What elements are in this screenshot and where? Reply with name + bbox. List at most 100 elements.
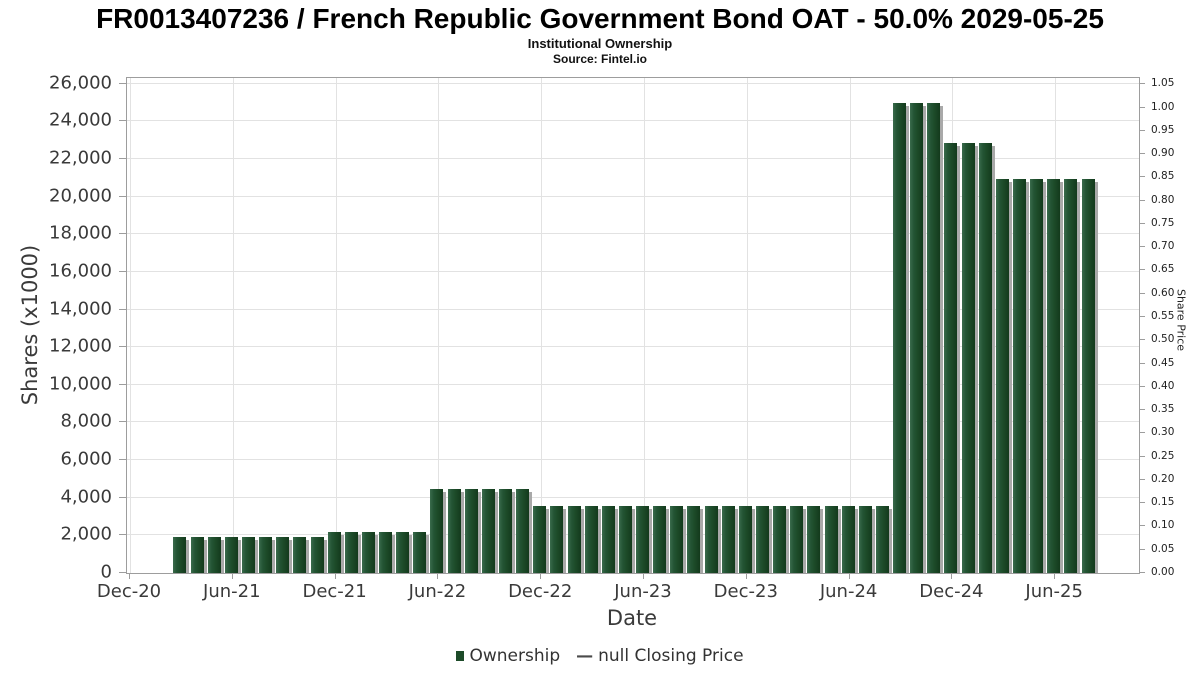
ownership-bar[interactable]: [704, 506, 718, 573]
legend-item-ownership[interactable]: Ownership: [456, 646, 560, 666]
ownership-bar[interactable]: [1064, 178, 1078, 573]
h-gridline: [127, 308, 1139, 310]
left-axis-tick: [119, 270, 126, 272]
ownership-bar[interactable]: [807, 506, 821, 573]
ownership-bar[interactable]: [310, 537, 324, 573]
ownership-bar[interactable]: [190, 537, 204, 573]
x-axis-tick-label: Jun-22: [408, 581, 467, 602]
x-axis-tick: [437, 573, 439, 579]
ownership-bar[interactable]: [533, 506, 547, 573]
ownership-bar[interactable]: [396, 531, 410, 573]
ownership-bar[interactable]: [1012, 178, 1026, 573]
ownership-bar[interactable]: [978, 142, 992, 573]
ownership-bar[interactable]: [944, 142, 958, 573]
ownership-bar[interactable]: [361, 531, 375, 573]
left-axis-tick-label: 22,000: [49, 147, 112, 169]
left-axis-tick-label: 8,000: [60, 410, 112, 432]
ownership-bar[interactable]: [858, 506, 872, 573]
h-gridline: [127, 270, 1139, 272]
x-axis-tick: [848, 573, 850, 579]
ownership-bar[interactable]: [755, 506, 769, 573]
left-axis-tick: [119, 496, 126, 498]
right-axis-tick-label: 0.25: [1151, 449, 1175, 462]
x-axis-tick-label: Jun-23: [614, 581, 672, 602]
right-axis-tick-label: 0.45: [1151, 356, 1175, 369]
ownership-bar[interactable]: [824, 506, 838, 573]
legend-item-closing-price[interactable]: — null Closing Price: [566, 646, 743, 666]
chart-subtitle: Institutional Ownership: [527, 36, 673, 51]
ownership-bar[interactable]: [173, 537, 187, 573]
ownership-bar[interactable]: [207, 537, 221, 573]
h-gridline: [127, 346, 1139, 348]
ownership-bar[interactable]: [773, 506, 787, 573]
ownership-bar[interactable]: [601, 506, 615, 573]
right-axis-tick: [1139, 83, 1145, 85]
ownership-bar[interactable]: [516, 489, 530, 573]
ownership-bar[interactable]: [344, 531, 358, 573]
ownership-bar[interactable]: [653, 506, 667, 573]
x-axis-tick-label: Dec-20: [96, 581, 162, 602]
x-axis-tick: [951, 573, 953, 579]
ownership-bar[interactable]: [1047, 178, 1061, 573]
ownership-bar[interactable]: [670, 506, 684, 573]
ownership-bar[interactable]: [961, 142, 975, 573]
ownership-bar[interactable]: [687, 506, 701, 573]
ownership-bar[interactable]: [721, 506, 735, 573]
left-axis-tick-label: 0: [100, 561, 112, 583]
x-axis-tick: [540, 573, 542, 579]
ownership-bar[interactable]: [995, 178, 1009, 573]
ownership-bar[interactable]: [910, 102, 924, 573]
ownership-bar[interactable]: [790, 506, 804, 573]
ownership-bar[interactable]: [276, 537, 290, 573]
ownership-bar[interactable]: [618, 506, 632, 573]
ownership-bar[interactable]: [893, 102, 906, 573]
ownership-bar[interactable]: [738, 506, 752, 573]
v-gridline: [849, 78, 851, 573]
right-axis-tick: [1139, 478, 1145, 480]
ownership-bar[interactable]: [379, 531, 392, 573]
x-axis-tick: [231, 573, 233, 579]
left-axis-tick: [119, 233, 126, 235]
right-axis-tick: [1139, 525, 1145, 527]
left-axis-tick-label: 10,000: [49, 373, 112, 395]
x-axis-tick: [129, 573, 130, 579]
v-gridline: [232, 78, 234, 573]
ownership-bar[interactable]: [224, 537, 238, 573]
ownership-bar[interactable]: [1081, 178, 1095, 573]
right-axis-tick: [1139, 153, 1145, 155]
ownership-bar[interactable]: [875, 506, 889, 573]
ownership-bar[interactable]: [241, 537, 255, 573]
ownership-bar[interactable]: [550, 506, 564, 573]
h-gridline: [127, 459, 1139, 461]
left-axis-tick: [119, 459, 126, 461]
x-axis-tick-label: Dec-24: [919, 581, 984, 602]
right-axis-tick: [1139, 409, 1145, 411]
right-axis-tick: [1139, 432, 1145, 434]
right-axis-tick-label: 0.30: [1151, 426, 1175, 439]
ownership-bar[interactable]: [636, 506, 649, 573]
left-axis-tick-label: 12,000: [49, 335, 112, 357]
ownership-bar[interactable]: [841, 506, 855, 573]
price-line-icon: —: [576, 646, 594, 666]
x-axis-tick-label: Dec-21: [302, 581, 367, 602]
right-axis-tick: [1139, 199, 1145, 201]
ownership-bar[interactable]: [293, 537, 307, 573]
h-gridline: [127, 120, 1139, 122]
ownership-bar[interactable]: [1030, 178, 1044, 573]
ownership-bar[interactable]: [430, 489, 444, 573]
ownership-bar[interactable]: [413, 531, 427, 573]
ownership-bar[interactable]: [927, 102, 941, 573]
x-axis-tick-label: Jun-21: [203, 581, 261, 602]
ownership-bar[interactable]: [498, 489, 512, 573]
ownership-bar[interactable]: [481, 489, 495, 573]
right-axis-tick-label: 0.85: [1151, 170, 1175, 183]
h-gridline: [127, 421, 1139, 423]
ownership-bar[interactable]: [327, 531, 341, 573]
right-axis-tick: [1139, 548, 1145, 550]
ownership-bar[interactable]: [259, 537, 273, 573]
ownership-bar[interactable]: [447, 489, 461, 573]
left-axis-tick-label: 6,000: [60, 448, 112, 470]
ownership-bar[interactable]: [567, 506, 581, 573]
ownership-bar[interactable]: [464, 489, 478, 573]
ownership-bar[interactable]: [584, 506, 598, 573]
